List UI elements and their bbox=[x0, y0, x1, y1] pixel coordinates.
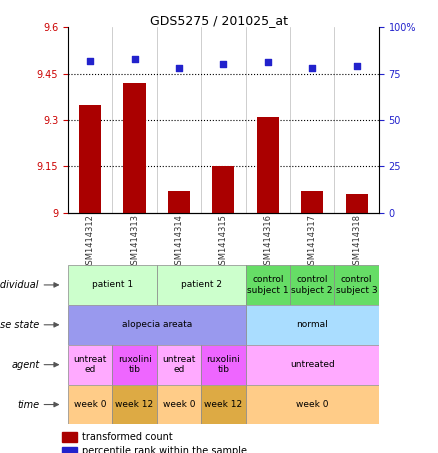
Text: disease state: disease state bbox=[0, 320, 39, 330]
Bar bbox=[246, 345, 379, 385]
Text: patient 2: patient 2 bbox=[180, 280, 222, 289]
Text: ruxolini
tib: ruxolini tib bbox=[206, 355, 240, 374]
Text: untreat
ed: untreat ed bbox=[162, 355, 196, 374]
Bar bbox=[68, 305, 246, 345]
Bar bbox=[335, 265, 379, 305]
Text: agent: agent bbox=[11, 360, 39, 370]
Bar bbox=[246, 265, 290, 305]
Point bbox=[131, 55, 138, 63]
Bar bbox=[168, 191, 190, 213]
Text: individual: individual bbox=[0, 280, 39, 290]
Bar bbox=[257, 117, 279, 213]
Bar bbox=[157, 385, 201, 424]
Point bbox=[353, 63, 360, 70]
Point bbox=[264, 59, 271, 66]
Bar bbox=[68, 385, 112, 424]
Bar bbox=[290, 265, 335, 305]
Text: patient 1: patient 1 bbox=[92, 280, 133, 289]
Text: control
subject 1: control subject 1 bbox=[247, 275, 289, 294]
Point bbox=[309, 64, 316, 72]
Bar bbox=[63, 432, 77, 442]
Text: alopecia areata: alopecia areata bbox=[122, 320, 192, 329]
Point bbox=[87, 57, 94, 64]
Point bbox=[176, 64, 183, 72]
Text: week 0: week 0 bbox=[162, 400, 195, 409]
Text: untreat
ed: untreat ed bbox=[74, 355, 107, 374]
Bar bbox=[79, 105, 101, 213]
Text: ruxolini
tib: ruxolini tib bbox=[118, 355, 152, 374]
Bar bbox=[212, 166, 234, 213]
Bar bbox=[346, 194, 368, 213]
Point bbox=[220, 61, 227, 68]
Bar bbox=[68, 265, 157, 305]
Bar bbox=[68, 345, 112, 385]
Text: week 12: week 12 bbox=[116, 400, 154, 409]
Bar bbox=[246, 385, 379, 424]
Bar bbox=[63, 447, 77, 453]
Bar bbox=[157, 265, 246, 305]
Text: GDS5275 / 201025_at: GDS5275 / 201025_at bbox=[150, 14, 288, 27]
Text: percentile rank within the sample: percentile rank within the sample bbox=[82, 446, 247, 453]
Bar bbox=[201, 345, 246, 385]
Text: week 0: week 0 bbox=[74, 400, 106, 409]
Text: control
subject 2: control subject 2 bbox=[291, 275, 333, 294]
Bar bbox=[201, 385, 246, 424]
Text: week 12: week 12 bbox=[204, 400, 243, 409]
Bar bbox=[112, 385, 157, 424]
Bar bbox=[112, 345, 157, 385]
Text: time: time bbox=[17, 400, 39, 410]
Text: transformed count: transformed count bbox=[82, 432, 173, 442]
Bar bbox=[301, 191, 323, 213]
Text: untreated: untreated bbox=[290, 360, 335, 369]
Bar bbox=[124, 83, 145, 213]
Text: week 0: week 0 bbox=[296, 400, 328, 409]
Bar bbox=[157, 345, 201, 385]
Bar bbox=[246, 305, 379, 345]
Text: normal: normal bbox=[297, 320, 328, 329]
Text: control
subject 3: control subject 3 bbox=[336, 275, 378, 294]
